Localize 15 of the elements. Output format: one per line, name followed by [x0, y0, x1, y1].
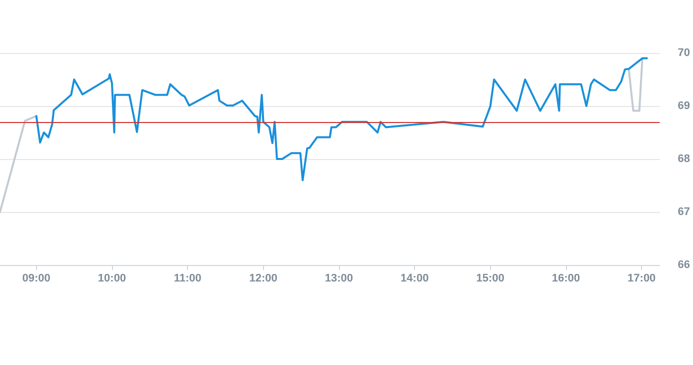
- x-tick-label: 12:00: [249, 272, 278, 284]
- x-tick-label: 09:00: [22, 272, 50, 284]
- x-tick-label: 15:00: [476, 272, 504, 284]
- x-tick-label: 10:00: [98, 272, 126, 284]
- line-series: [35, 57, 648, 182]
- x-tick-label: 13:00: [324, 272, 354, 284]
- y-tick-label: 66: [678, 259, 690, 271]
- x-tick-label: 14:00: [400, 272, 429, 284]
- x-tick-label: 11:00: [174, 272, 202, 284]
- y-tick-label: 68: [678, 153, 690, 165]
- y-tick-label: 70: [678, 47, 690, 59]
- x-tick-label: 17:00: [628, 272, 656, 284]
- x-tick-label: 16:00: [552, 272, 580, 284]
- y-tick-label: 69: [678, 100, 690, 112]
- y-tick-label: 67: [678, 206, 690, 218]
